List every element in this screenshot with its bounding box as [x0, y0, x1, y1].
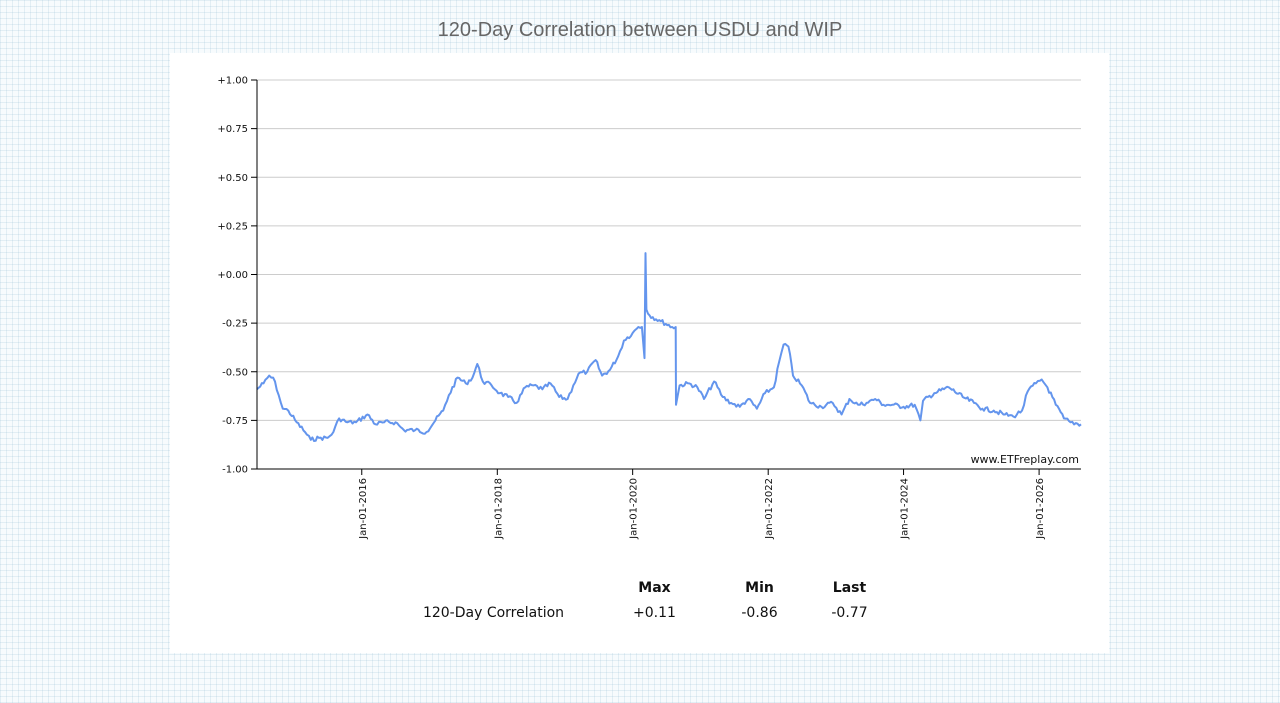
stats-last-value: -0.77	[831, 605, 868, 621]
watermark-text: www.ETFreplay.com	[971, 453, 1079, 466]
y-tick-label: -1.00	[222, 465, 248, 476]
x-tick-label: Jan-01-2020	[629, 478, 640, 540]
x-tick-label: Jan-01-2026	[1035, 478, 1046, 540]
stats-max-value: +0.11	[633, 605, 676, 621]
y-tick-label: +0.50	[217, 173, 248, 184]
stats-header-row: Max Min Last	[410, 577, 912, 599]
stats-header-max: Max	[638, 580, 671, 596]
stats-row-label: 120-Day Correlation	[422, 605, 565, 621]
stats-header-min: Min	[745, 580, 774, 596]
y-tick-label: -0.50	[222, 367, 248, 378]
axes: +1.00 +0.75 +0.50 +0.25 +0.00 -0.25 -0.50 -0.75…	[217, 76, 1081, 540]
y-tick-label: +0.75	[217, 124, 248, 135]
y-tick-label: -0.25	[222, 319, 248, 330]
stats-header-blank	[410, 577, 577, 599]
y-tick-label: -0.75	[222, 416, 248, 427]
stats-header-last: Last	[832, 580, 867, 596]
x-tick-label: Jan-01-2016	[358, 478, 369, 540]
correlation-line-chart: +1.00 +0.75 +0.50 +0.25 +0.00 -0.25 -0.50 -0.75…	[217, 76, 1082, 540]
stats-min-value: -0.86	[741, 605, 778, 621]
chart-title: 120-Day Correlation between USDU and WIP	[437, 19, 843, 41]
stats-table: Max Min Last 120-Day Correlation +0.11 -…	[410, 577, 912, 627]
x-tick-label: Jan-01-2022	[764, 478, 775, 540]
stats-row: 120-Day Correlation +0.11 -0.86 -0.77	[410, 599, 912, 627]
series-layer	[256, 252, 1082, 442]
grid-lines	[257, 79, 1081, 421]
y-tick-label: +0.25	[217, 221, 248, 232]
x-tick-label: Jan-01-2024	[900, 478, 911, 540]
y-tick-label: +0.00	[217, 270, 248, 281]
chart-panel: +1.00 +0.75 +0.50 +0.25 +0.00 -0.25 -0.50 -0.75…	[170, 53, 1109, 653]
correlation-series-line	[256, 252, 1082, 442]
y-tick-label: +1.00	[217, 76, 248, 87]
x-tick-label: Jan-01-2018	[493, 478, 504, 540]
